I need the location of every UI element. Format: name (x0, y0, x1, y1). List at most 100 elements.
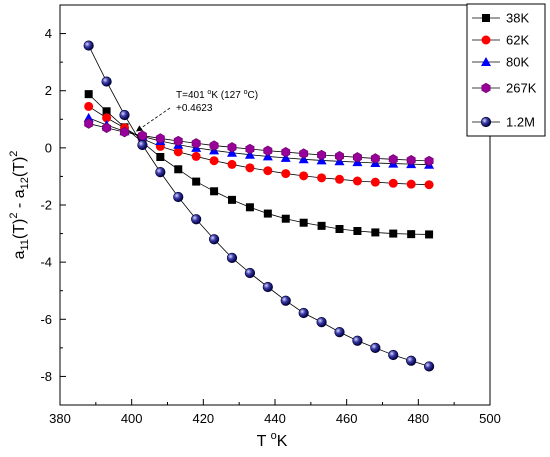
x-axis-ticks: 380 400 420 440 460 480 500 (49, 399, 501, 426)
legend-item: 80K (472, 55, 529, 70)
data-point (281, 214, 290, 223)
x-tick-label: 420 (192, 411, 214, 426)
y-tick-label: -6 (40, 312, 52, 327)
data-point (335, 150, 344, 162)
data-point (155, 133, 165, 144)
data-point (191, 138, 201, 149)
series-1-2m (83, 40, 435, 372)
data-point (424, 180, 434, 190)
data-point (370, 153, 380, 164)
data-point (425, 230, 434, 239)
y-axis-ticks: -8 -6 -4 -2 0 2 4 (40, 4, 66, 406)
annotation-line1: T=401 oK (127 oC) (176, 89, 258, 101)
legend-label: 62K (506, 33, 529, 48)
data-point (335, 174, 344, 184)
data-point (280, 152, 291, 162)
x-tick-label: 380 (49, 411, 71, 426)
series-80k (83, 112, 435, 169)
annotation-line2: +0.4623 (176, 103, 213, 114)
series-line (88, 45, 430, 367)
legend-item: 38K (472, 11, 529, 26)
legend-box (466, 3, 546, 137)
data-point (191, 214, 202, 225)
data-point (173, 191, 184, 203)
series-38k (84, 90, 434, 239)
data-point (281, 146, 291, 158)
data-point (406, 154, 416, 166)
y-tick-label: 4 (45, 26, 52, 41)
x-tick-label: 480 (407, 411, 429, 426)
annotation-arrow (135, 107, 171, 132)
data-point (208, 234, 220, 245)
data-point (245, 203, 254, 212)
data-point (317, 149, 327, 161)
legend-item: 267K (472, 81, 537, 96)
data-point (226, 252, 238, 263)
data-point (263, 145, 273, 156)
plot-frame (59, 4, 491, 406)
legend-marker (481, 35, 491, 45)
data-point (244, 149, 255, 159)
data-point (120, 126, 129, 138)
data-point (299, 218, 308, 227)
data-point (370, 342, 381, 353)
series-62k (84, 101, 434, 190)
data-point (156, 153, 165, 161)
data-point (84, 101, 94, 111)
y-tick-label: -2 (40, 198, 52, 213)
data-point (389, 229, 398, 238)
data-point (137, 130, 147, 141)
data-point (262, 281, 273, 293)
data-point (371, 228, 380, 237)
data-point (317, 173, 327, 183)
data-point (281, 169, 291, 179)
y-tick-label: -4 (40, 255, 52, 270)
data-point (299, 148, 309, 159)
data-point (406, 179, 416, 189)
data-point (227, 159, 237, 169)
data-point (352, 152, 362, 163)
legend-label: 80K (506, 55, 529, 70)
data-point (352, 335, 363, 346)
data-point (352, 176, 362, 186)
data-point (174, 165, 183, 174)
legend-marker (481, 57, 491, 66)
data-point (84, 90, 93, 99)
data-point (353, 227, 362, 235)
data-point (406, 355, 417, 366)
y-tick-label: -8 (40, 369, 52, 384)
legend-label: 38K (506, 11, 529, 26)
data-point (101, 76, 112, 87)
legend: 38K 62K 80K 267K 1.2M (466, 3, 546, 137)
data-point (263, 209, 272, 218)
data-point (244, 267, 256, 279)
annotation: T=401 oK (127 oC) +0.4623 (135, 89, 258, 132)
y-tick-label: 2 (45, 83, 52, 98)
data-point (209, 156, 219, 166)
data-point (370, 177, 380, 187)
data-point (191, 151, 201, 161)
data-point (388, 154, 398, 165)
legend-label: 267K (506, 81, 537, 96)
data-point (192, 177, 201, 186)
legend-marker (481, 82, 491, 94)
data-point (137, 139, 148, 151)
y-axis-title: a11(T)2 - a12(T)2 (8, 151, 31, 260)
x-axis-title: T oK (257, 430, 288, 450)
data-point (263, 166, 273, 176)
data-point (155, 167, 166, 178)
data-point (102, 113, 112, 123)
x-tick-label: 460 (336, 411, 358, 426)
data-point (210, 187, 219, 196)
data-point (299, 171, 309, 181)
data-point (227, 142, 237, 153)
data-point (298, 154, 309, 164)
data-point (262, 151, 273, 161)
data-point (102, 122, 112, 134)
data-point (245, 143, 255, 155)
data-point (317, 221, 326, 230)
data-point (83, 40, 94, 51)
data-point (335, 225, 344, 233)
x-tick-label: 500 (479, 411, 501, 426)
